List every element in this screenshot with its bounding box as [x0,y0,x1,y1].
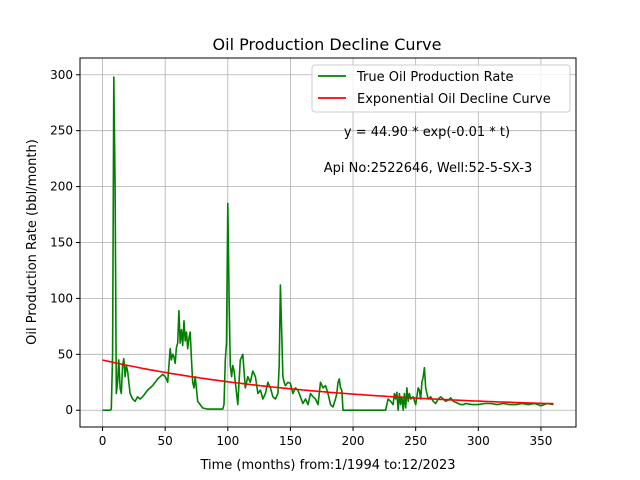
y-tick-label: 50 [58,347,73,361]
y-tick-label: 150 [50,236,73,250]
true-oil-production-line [102,76,554,412]
x-axis: 0 50 100 150 200 250 300 350 [99,427,552,448]
y-tick-label: 250 [50,124,73,138]
y-axis: 0 50 100 150 200 250 300 [50,68,80,417]
chart-title: Oil Production Decline Curve [213,35,442,54]
plot-area [102,76,554,412]
legend-label-true-rate: True Oil Production Rate [356,70,513,85]
y-tick-label: 0 [65,403,73,417]
x-tick-label: 200 [342,434,365,448]
exponential-decline-curve-line [102,359,554,405]
grid-lines [80,58,576,427]
x-tick-label: 150 [279,434,302,448]
legend-box [311,64,571,113]
x-tick-label: 350 [529,434,552,448]
y-axis-label: Oil Production Rate (bbl/month) [25,139,40,345]
x-tick-label: 100 [216,434,239,448]
legend: True Oil Production Rate Exponential Oil… [311,64,571,113]
x-tick-label: 0 [99,434,107,448]
legend-label-decline-curve: Exponential Oil Decline Curve [357,92,551,107]
y-tick-label: 200 [50,180,73,194]
y-tick-label: 100 [50,291,73,305]
x-tick-label: 300 [467,434,490,448]
x-axis-label: Time (months) from:1/1994 to:12/2023 [199,458,455,473]
x-tick-label: 50 [158,434,173,448]
y-tick-label: 300 [50,68,73,82]
x-tick-label: 250 [404,434,427,448]
equation-annotation: y = 44.90 * exp(-0.01 * t) [344,125,510,140]
well-annotation: Api No:2522646, Well:52-5-SX-3 [324,161,532,176]
